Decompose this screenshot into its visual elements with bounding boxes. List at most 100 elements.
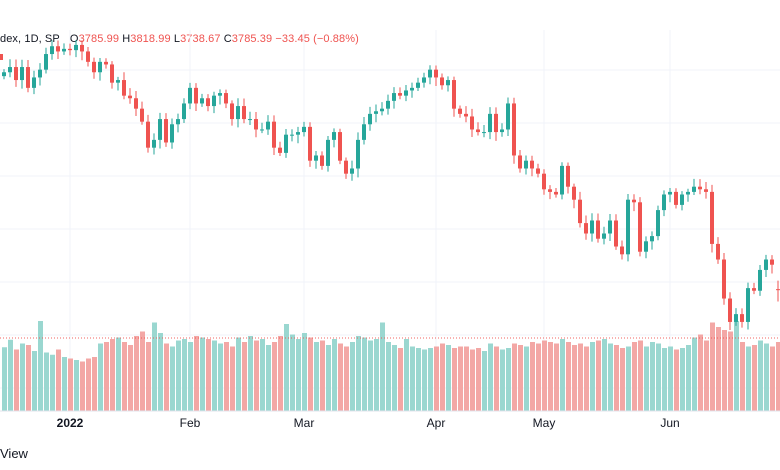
volume-bar [404,339,409,411]
candle-body [164,119,168,143]
volume-bar [548,342,553,411]
candle-body [524,160,528,169]
volume-bar [218,343,223,411]
x-tick-label: Feb [180,416,201,430]
volume-bar [776,342,780,411]
volume-bar [452,348,457,411]
candle-body [698,186,702,190]
volume-bar [320,340,325,411]
volume-bar [122,342,127,411]
volume-bar [428,348,433,411]
candle-body [314,155,318,161]
volume-bar [308,337,313,411]
candle-body [650,236,654,242]
close-label: C [223,33,232,45]
volume-bar [296,339,301,411]
volume-bar [86,358,91,411]
candle-body [56,46,60,52]
candle-body [638,202,642,252]
candle-body [758,269,762,291]
candle-body [488,113,492,133]
volume-bar [164,343,169,411]
candle-body [254,119,258,130]
candle-body [494,113,498,133]
candle-body [560,165,564,195]
volume-bar [50,354,55,411]
candle-body [92,61,96,73]
volume-bar [482,351,487,411]
volume-bar [440,343,445,411]
candle-body [644,241,648,252]
volume-bar [302,333,307,411]
volume-bar [62,357,67,411]
x-tick-label: 2022 [57,416,84,430]
volume-bar [638,340,643,411]
volume-bar [668,346,673,411]
volume-bar [146,342,151,411]
volume-bar [764,343,769,411]
candle-body [80,44,84,52]
candle-body [734,314,738,322]
candle-body [158,119,162,140]
candle-body [272,121,276,148]
volume-bar [362,337,367,411]
candle-body [248,119,252,121]
candle-body [548,189,552,192]
candle-body [620,246,624,255]
high-label: H [122,33,131,45]
x-tick-label: Mar [294,416,315,430]
volume-bar [746,346,751,411]
volume-bar [278,336,283,411]
volume-bar [392,345,397,411]
volume-bar [434,346,439,411]
candle-body [446,80,450,86]
x-tick-label: Jun [660,416,679,430]
volume-bar [254,340,259,411]
volume-bar [338,343,343,411]
candle-body [332,132,336,140]
volume-bar [626,346,631,411]
candle-body [716,243,720,260]
volume-bar [596,340,601,411]
volume-bar [554,343,559,411]
candle-body [614,220,618,247]
candle-body [542,173,546,190]
volume-bar [332,339,337,411]
volume-bar [734,321,739,411]
candle-body [692,186,696,192]
candle-body [422,77,426,83]
watermark-label: View [0,446,28,461]
volume-bar [524,346,529,411]
volume-bar [194,336,199,411]
volume-bar [128,345,133,411]
volume-bar [710,322,715,411]
volume-bar [374,339,379,411]
volume-bar [590,342,595,411]
candle-body [206,98,210,107]
volume-bar [650,342,655,411]
candle-body [764,259,768,270]
candle-body [26,67,30,88]
volume-bar [566,342,571,411]
volume-bar [398,348,403,411]
candle-body [362,124,366,140]
candle-body [374,111,378,114]
close-value: 3785.39 [231,33,273,45]
candle-body [8,67,12,73]
volume-bar [134,336,139,411]
series-marker-icon [0,54,3,60]
candle-body [152,139,156,148]
candle-body [278,147,282,153]
volume-bar [284,324,289,411]
candle-body [110,64,114,83]
candle-body [440,77,444,86]
candle-body [302,126,306,133]
volume-bar [182,339,187,411]
candle-body [590,220,594,234]
candle-body [32,77,36,88]
volume-bar [722,330,727,411]
candle-body [386,100,390,109]
candle-body [308,126,312,161]
candle-body [512,103,516,156]
